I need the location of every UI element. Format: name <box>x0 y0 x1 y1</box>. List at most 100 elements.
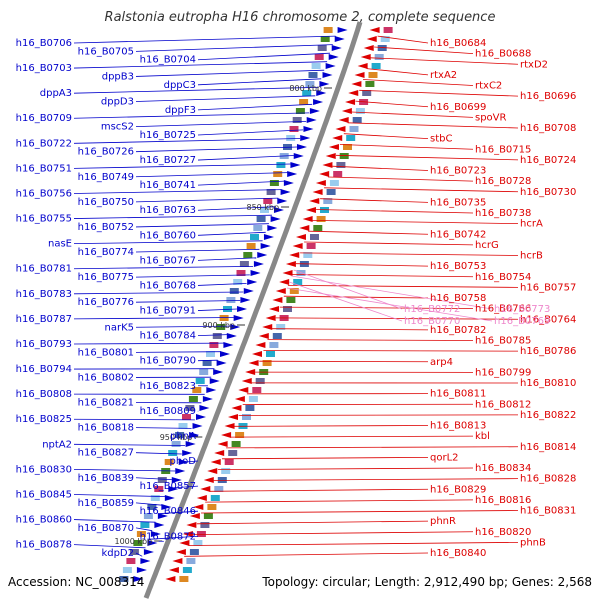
gene-label[interactable]: h16_B0825 <box>16 414 72 425</box>
pseudo-gene-label[interactable]: h16_B0772 <box>404 304 460 315</box>
gene-label[interactable]: dppD3 <box>101 97 134 108</box>
gene-label[interactable]: h16_B0845 <box>16 489 72 500</box>
gene-label[interactable]: kdpD2 <box>101 548 134 559</box>
gene-label[interactable]: h16_B0756 <box>16 188 72 199</box>
gene-label[interactable]: h16_B0709 <box>16 113 72 124</box>
gene-label[interactable]: h16_B0872 <box>140 531 196 542</box>
gene-label[interactable]: phnA <box>170 431 196 442</box>
gene-label[interactable]: h16_B0802 <box>78 372 134 383</box>
gene-label[interactable]: mscS2 <box>101 122 134 133</box>
gene-label[interactable]: dppC3 <box>164 80 196 91</box>
gene-label[interactable]: h16_B0857 <box>140 481 196 492</box>
gene-label[interactable]: h16_B0820 <box>475 527 531 538</box>
gene-label[interactable]: h16_B0688 <box>475 49 531 60</box>
gene-label[interactable]: kbl <box>475 431 490 442</box>
gene-label[interactable]: h16_B0751 <box>16 163 72 174</box>
pseudo-gene-label[interactable]: h16_B0770 <box>404 316 460 327</box>
gene-label[interactable]: h16_B0813 <box>430 421 486 432</box>
gene-label[interactable]: h16_B0758 <box>430 293 486 304</box>
gene-label[interactable]: nasE <box>48 239 72 250</box>
gene-label[interactable]: h16_B0823 <box>140 381 196 392</box>
gene-label[interactable]: h16_B0801 <box>78 347 134 358</box>
gene-label[interactable]: h16_B0774 <box>78 247 134 258</box>
gene-label[interactable]: h16_B0793 <box>16 339 72 350</box>
gene-label[interactable]: dppF3 <box>165 105 196 116</box>
gene-label[interactable]: h16_B0870 <box>78 523 134 534</box>
gene-label[interactable]: h16_B0704 <box>140 55 196 66</box>
gene-label[interactable]: rtxC2 <box>475 81 502 92</box>
gene-label[interactable]: h16_B0715 <box>475 144 531 155</box>
gene-label[interactable]: h16_B0742 <box>430 229 486 240</box>
gene-label[interactable]: h16_B0814 <box>520 442 576 453</box>
gene-label[interactable]: h16_B0727 <box>140 155 196 166</box>
gene-label[interactable]: h16_B0760 <box>140 230 196 241</box>
gene-label[interactable]: h16_B0830 <box>16 464 72 475</box>
gene-label[interactable]: h16_B0724 <box>520 155 576 166</box>
gene-label[interactable]: h16_B0730 <box>520 187 576 198</box>
gene-label[interactable]: h16_B0808 <box>16 389 72 400</box>
gene-label[interactable]: nptA2 <box>42 439 72 450</box>
gene-label[interactable]: h16_B0878 <box>16 540 72 551</box>
gene-label[interactable]: h16_B0775 <box>78 272 134 283</box>
gene-label[interactable]: h16_B0696 <box>520 91 576 102</box>
gene-label[interactable]: narK5 <box>105 322 135 333</box>
gene-label[interactable]: rtxA2 <box>430 70 457 81</box>
gene-label[interactable]: h16_B0816 <box>475 495 531 506</box>
gene-label[interactable]: h16_B0846 <box>140 506 196 517</box>
gene-label[interactable]: h16_B0706 <box>16 38 72 49</box>
gene-label[interactable]: stbC <box>430 134 452 145</box>
gene-label[interactable]: rtxD2 <box>520 59 548 70</box>
gene-label[interactable]: h16_B0753 <box>430 261 486 272</box>
gene-label[interactable]: h16_B0828 <box>520 474 576 485</box>
gene-label[interactable]: h16_B0763 <box>140 205 196 216</box>
gene-label[interactable]: h16_B0794 <box>16 364 72 375</box>
gene-label[interactable]: h16_B0684 <box>430 38 486 49</box>
gene-label[interactable]: h16_B0812 <box>475 399 531 410</box>
gene-label[interactable]: h16_B0831 <box>520 506 576 517</box>
gene-label[interactable]: h16_B0776 <box>78 297 134 308</box>
gene-label[interactable]: phnR <box>430 516 456 527</box>
gene-label[interactable]: h16_B0764 <box>520 314 576 325</box>
gene-label[interactable]: h16_B0860 <box>16 515 72 526</box>
gene-label[interactable]: h16_B0809 <box>140 406 196 417</box>
gene-label[interactable]: h16_B0728 <box>475 176 531 187</box>
gene-label[interactable]: h16_B0859 <box>78 498 134 509</box>
gene-label[interactable]: h16_B0781 <box>16 264 72 275</box>
gene-label[interactable]: h16_B0722 <box>16 138 72 149</box>
gene-label[interactable]: phnB <box>520 537 546 548</box>
gene-label[interactable]: h16_B0726 <box>78 147 134 158</box>
gene-label[interactable]: h16_B0827 <box>78 448 134 459</box>
gene-label[interactable]: hcrA <box>520 219 543 230</box>
gene-label[interactable]: h16_B0840 <box>430 548 486 559</box>
pseudo-gene-label[interactable]: h16_B0769 <box>494 316 550 327</box>
gene-label[interactable]: h16_B0705 <box>78 46 134 57</box>
gene-label[interactable]: h16_B0741 <box>140 180 196 191</box>
gene-label[interactable]: h16_B0782 <box>430 325 486 336</box>
gene-label[interactable]: h16_B0829 <box>430 484 486 495</box>
gene-label[interactable]: h16_B0725 <box>140 130 196 141</box>
gene-label[interactable]: phoD <box>169 456 196 467</box>
gene-label[interactable]: h16_B0787 <box>16 314 72 325</box>
gene-label[interactable]: h16_B0810 <box>520 378 576 389</box>
gene-label[interactable]: h16_B0821 <box>78 398 134 409</box>
gene-label[interactable]: h16_B0735 <box>430 197 486 208</box>
gene-label[interactable]: h16_B0811 <box>430 389 486 400</box>
gene-label[interactable]: h16_B0834 <box>475 463 531 474</box>
gene-label[interactable]: h16_B0703 <box>16 63 72 74</box>
gene-label[interactable]: h16_B0791 <box>140 306 196 317</box>
gene-label[interactable]: h16_B0785 <box>475 336 531 347</box>
gene-label[interactable]: h16_B0757 <box>520 282 576 293</box>
gene-label[interactable]: h16_B0822 <box>520 410 576 421</box>
gene-label[interactable]: spoVR <box>475 112 507 123</box>
pseudo-gene-label[interactable]: h16_B0773 <box>494 304 550 315</box>
gene-label[interactable]: h16_B0749 <box>78 172 134 183</box>
gene-label[interactable]: h16_B0839 <box>78 473 134 484</box>
gene-label[interactable]: h16_B0767 <box>140 255 196 266</box>
gene-label[interactable]: h16_B0708 <box>520 123 576 134</box>
gene-label[interactable]: h16_B0750 <box>78 197 134 208</box>
gene-label[interactable]: h16_B0754 <box>475 272 531 283</box>
gene-label[interactable]: arp4 <box>430 357 453 368</box>
gene-label[interactable]: h16_B0755 <box>16 214 72 225</box>
gene-label[interactable]: qorL2 <box>430 452 459 463</box>
gene-label[interactable]: h16_B0818 <box>78 423 134 434</box>
